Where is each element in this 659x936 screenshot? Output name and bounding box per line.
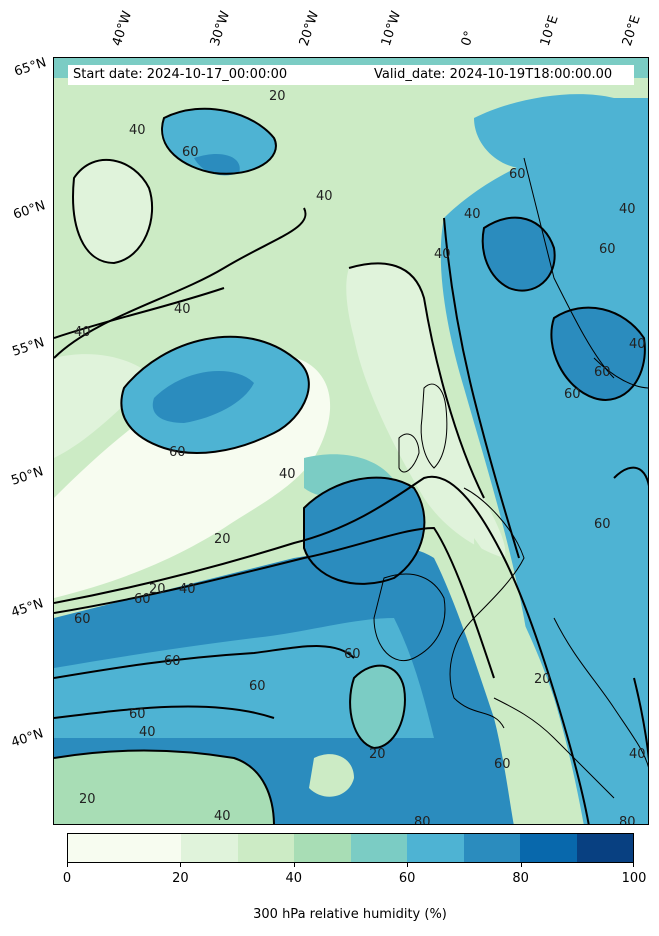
dry-tongue-central <box>346 263 506 558</box>
date-header-bar <box>68 65 634 85</box>
contour-label: 20 <box>214 532 231 547</box>
contour-label: 60 <box>169 445 186 460</box>
contour-label: 40 <box>629 747 646 762</box>
humidity-map-canvas: 20 40 60 40 40 40 60 40 20 20 40 60 60 6… <box>54 58 648 825</box>
colorbar-tick-label: 60 <box>398 871 416 886</box>
colorbar-tick <box>633 863 634 867</box>
contour-label: 80 <box>414 815 431 825</box>
colorbar-segment <box>576 834 633 862</box>
lon-label-10e: 10°E <box>537 13 562 49</box>
colorbar-segment <box>181 834 238 862</box>
valid-date-label: Valid_date: 2024-10-19T18:00:00.00 <box>374 67 613 82</box>
contour-label: 60 <box>599 242 616 257</box>
contour-label: 20 <box>79 792 96 807</box>
lat-label-60n: 60°N <box>11 198 48 223</box>
dry-blob-nw <box>73 159 153 263</box>
contour-label: 60 <box>182 145 199 160</box>
moist-blob-south-1 <box>350 665 405 748</box>
colorbar <box>67 833 634 863</box>
moist-core-north <box>194 153 240 176</box>
dry-region-west-edge <box>54 354 154 458</box>
contour-label: 80 <box>619 815 636 825</box>
lon-label-20w: 20°W <box>296 9 323 48</box>
contour-label: 60 <box>564 387 581 402</box>
contour-label: 40 <box>464 207 481 222</box>
colorbar-tick-label: 40 <box>285 871 303 886</box>
colorbar-segment <box>520 834 577 862</box>
contour-label: 60 <box>129 707 146 722</box>
lat-label-50n: 50°N <box>9 464 46 489</box>
contour-label: 60 <box>134 592 151 607</box>
contour-label: 60 <box>594 365 611 380</box>
moist-swirl-core <box>152 371 254 423</box>
contour-label: 20 <box>269 89 286 104</box>
lon-label-10w: 10°W <box>378 9 405 48</box>
contour-label: 60 <box>509 167 526 182</box>
humidity-map: 20 40 60 40 40 40 60 40 20 20 40 60 60 6… <box>53 57 649 825</box>
contour-label: 60 <box>249 679 266 694</box>
colorbar-tick <box>180 863 182 867</box>
lat-label-45n: 45°N <box>9 596 46 621</box>
southwest-region <box>54 750 274 824</box>
lon-label-20e: 20°E <box>619 13 644 49</box>
contour-label: 20 <box>149 582 166 597</box>
start-date-label: Start date: 2024-10-17_00:00:00 <box>73 67 288 82</box>
colorbar-segment <box>68 834 125 862</box>
lon-label-0: 0° <box>458 29 478 48</box>
contour-label: 60 <box>164 654 181 669</box>
colorbar-tick <box>520 863 522 867</box>
lon-label-40w: 40°W <box>109 9 136 48</box>
contour-label: 60 <box>74 612 91 627</box>
colorbar-tick-label: 0 <box>62 871 72 886</box>
dry-blob-south <box>309 754 354 797</box>
colorbar-segment <box>237 834 294 862</box>
contour-label: 40 <box>179 582 196 597</box>
lat-label-65n: 65°N <box>12 55 49 80</box>
moist-blob-iberia <box>304 477 425 584</box>
moist-blob-north <box>162 108 276 174</box>
moist-region-northeast <box>474 94 648 178</box>
colorbar-segment <box>294 834 351 862</box>
colorbar-title: 300 hPa relative humidity (%) <box>253 907 447 922</box>
colorbar-segment <box>463 834 520 862</box>
colorbar-tick-label: 100 <box>621 871 647 886</box>
moist-core-east-2 <box>551 307 645 400</box>
contour-label: 40 <box>629 337 646 352</box>
contour-label: 40 <box>316 189 333 204</box>
colorbar-tick <box>407 863 409 867</box>
contour-label: 60 <box>494 757 511 772</box>
contour-label: 20 <box>369 747 386 762</box>
colorbar-segment <box>124 834 181 862</box>
contour-label: 40 <box>129 123 146 138</box>
contour-label: 40 <box>74 325 91 340</box>
colorbar-tick <box>67 863 68 867</box>
colorbar-tick-label: 20 <box>172 871 189 886</box>
contour-label: 40 <box>214 809 231 824</box>
contour-label: 60 <box>344 647 361 662</box>
colorbar-tick <box>293 863 295 867</box>
lon-label-30w: 30°W <box>207 9 234 48</box>
lat-label-55n: 55°N <box>10 335 47 360</box>
contour-label: 40 <box>139 725 156 740</box>
colorbar-segment <box>407 834 464 862</box>
contour-label: 40 <box>619 202 636 217</box>
contour-label: 40 <box>434 247 451 262</box>
contour-label: 40 <box>279 467 296 482</box>
contour-label: 60 <box>594 517 611 532</box>
colorbar-tick-label: 80 <box>512 871 529 886</box>
dry-corridor-east <box>474 538 584 824</box>
contour-lines <box>54 107 648 824</box>
contour-label: 40 <box>174 302 191 317</box>
contour-label: 20 <box>534 672 551 687</box>
moist-core-east-1 <box>482 217 555 291</box>
lat-label-40n: 40°N <box>9 726 46 751</box>
colorbar-segment <box>350 834 407 862</box>
